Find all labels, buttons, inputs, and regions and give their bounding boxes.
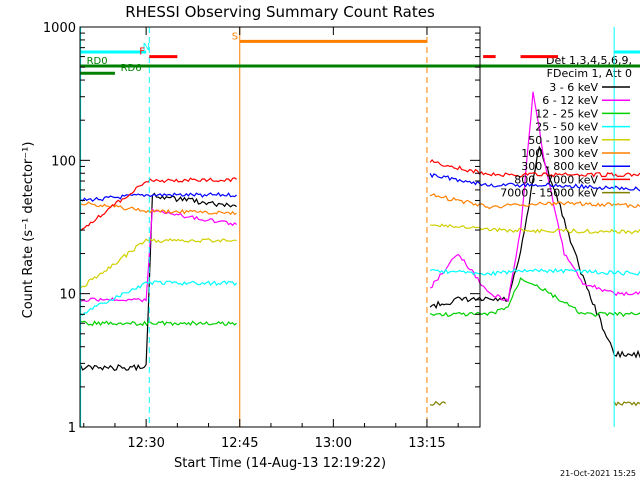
x-tick-label-1315: 13:15 bbox=[408, 436, 445, 451]
series-25-50-keV-line bbox=[80, 280, 238, 317]
series-25-50-keV-line-2 bbox=[429, 267, 640, 277]
x-tick-label-1230: 12:30 bbox=[127, 436, 164, 451]
legend-header-line-2: FDecim 1, Att 0 bbox=[547, 67, 632, 80]
series-6-12-keV-line-2 bbox=[429, 91, 640, 303]
plot-frame bbox=[79, 26, 481, 428]
series-6-12-keV-line bbox=[80, 207, 237, 303]
legend-label-9: 7000 - 15000 keV bbox=[500, 187, 598, 200]
legend-label-3: 12 - 25 keV bbox=[535, 107, 598, 120]
series-7000-15000-keV-line-2 bbox=[613, 401, 640, 407]
legend-label-5: 50 - 100 keV bbox=[528, 134, 598, 147]
flag-label-rd6: RD6 bbox=[121, 63, 142, 74]
legend-label-4: 25 - 50 keV bbox=[535, 121, 598, 134]
y-tick-label-1: 1 bbox=[68, 421, 76, 436]
flag-label-n: N bbox=[143, 42, 150, 53]
series-800-7000-keV-line-2 bbox=[429, 159, 640, 178]
x-axis-label: Start Time (14-Aug-13 12:19:22) bbox=[174, 456, 386, 471]
legend-header-line-1: Det 1,3,4,5,6,9, bbox=[546, 54, 632, 67]
legend-label-1: 3 - 6 keV bbox=[549, 81, 598, 94]
axes: 12:30 12:45 13:00 13:15 1 10 100 1000 bbox=[43, 21, 480, 451]
series-12-25-keV-line bbox=[80, 320, 237, 327]
series-100-300-keV-line bbox=[80, 201, 237, 216]
plot-area: NF S RD0 RD6 bbox=[80, 27, 640, 427]
y-tick-label-10: 10 bbox=[59, 288, 76, 303]
series-50-100-keV-line bbox=[80, 237, 237, 289]
y-tick-label-1000: 1000 bbox=[43, 21, 76, 36]
series-50-100-keV-line-2 bbox=[429, 223, 640, 235]
series-7000-15000-keV-line bbox=[429, 400, 447, 406]
series-800-7000-keV-line bbox=[80, 177, 237, 232]
x-tick-label-1300: 13:00 bbox=[315, 436, 352, 451]
y-tick-label-100: 100 bbox=[51, 154, 76, 169]
series-300-800-keV-line bbox=[80, 192, 237, 203]
legend-label-6: 100 - 300 keV bbox=[521, 147, 598, 160]
legend-label-2: 6 - 12 keV bbox=[542, 94, 598, 107]
x-tick-label-1245: 12:45 bbox=[221, 436, 258, 451]
flag-label-s: S bbox=[232, 31, 238, 42]
series-300-800-keV-line-2 bbox=[429, 173, 640, 192]
series-100-300-keV-line-2 bbox=[429, 193, 640, 210]
flag-label-rd0: RD0 bbox=[87, 56, 108, 67]
series-12-25-keV-line-2 bbox=[429, 277, 640, 318]
footer-date: 21-Oct-2021 15:25 bbox=[560, 469, 636, 478]
legend-label-8: 800 - 7000 keV bbox=[514, 173, 598, 186]
series-3-6-keV-line bbox=[80, 192, 237, 372]
flag-label-f: F bbox=[139, 47, 145, 58]
chart-title: RHESSI Observing Summary Count Rates bbox=[125, 3, 435, 21]
y-axis-label: Count Rate (s⁻¹ detector⁻¹) bbox=[21, 142, 36, 319]
legend-label-7: 300 - 800 keV bbox=[521, 160, 598, 173]
